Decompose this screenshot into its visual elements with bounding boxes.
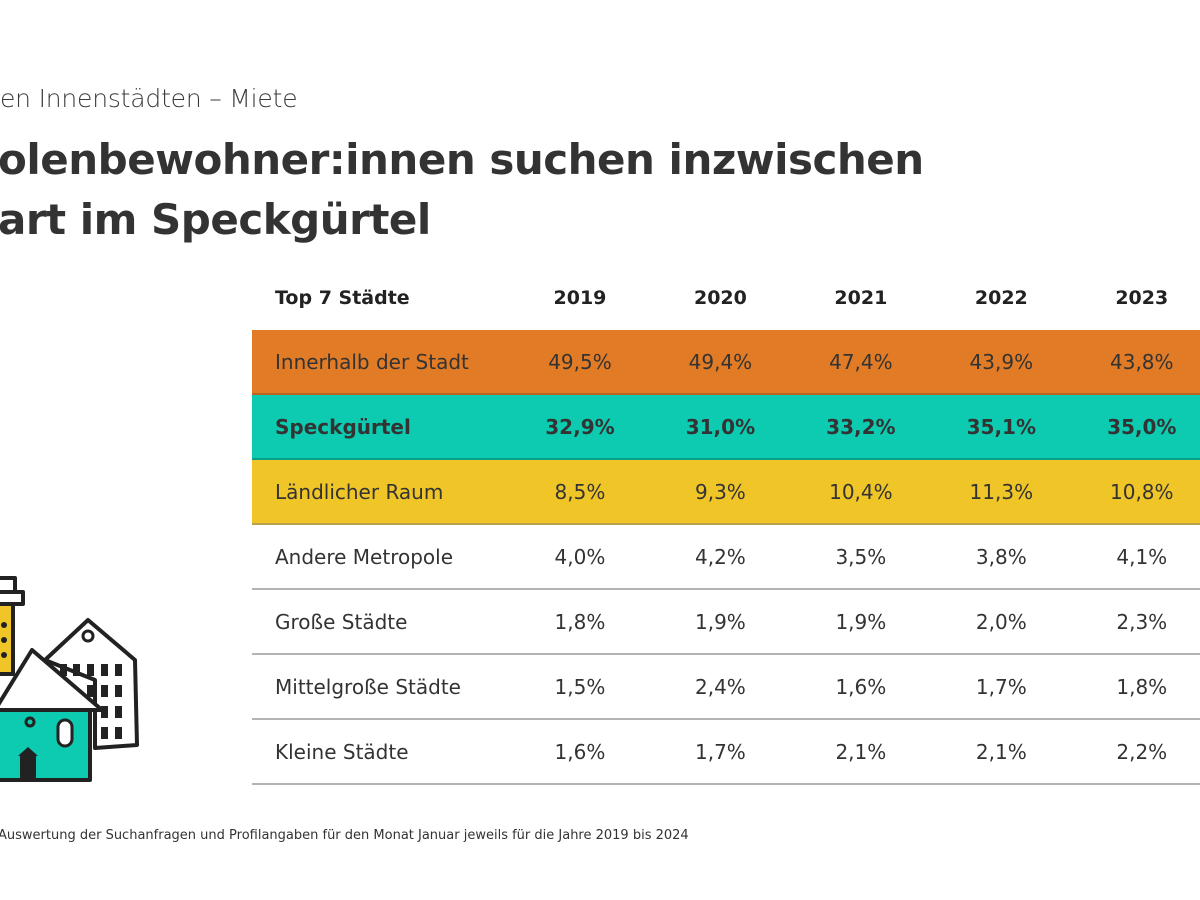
row-label: Große Städte [275, 609, 408, 634]
cell-value: 4,1% [1116, 544, 1168, 569]
row-label: Kleine Städte [275, 739, 409, 764]
cell-value: 1,7% [975, 674, 1027, 699]
cell-value: 43,9% [969, 349, 1034, 374]
cell-value: 1,6% [835, 674, 887, 699]
cell-value: 32,9% [545, 414, 615, 439]
row-label: Speckgürtel [275, 414, 411, 439]
subtitle: en Innenstädten – Miete [0, 84, 298, 113]
cell-value: 1,5% [554, 674, 606, 699]
cell-value: 2,1% [835, 739, 887, 764]
title-line-2: art im Speckgürtel [0, 195, 431, 244]
cell-value: 47,4% [829, 349, 893, 374]
data-table: Top 7 Städte 2019 2020 2021 2022 2023 In… [252, 266, 1200, 785]
cell-value: 9,3% [695, 479, 746, 504]
table-row: Kleine Städte 1,6% 1,7% 2,1% 2,1% 2,2% [252, 720, 1200, 785]
column-header: Top 7 Städte [275, 287, 410, 309]
cell-value: 1,7% [695, 739, 746, 764]
row-label: Andere Metropole [275, 544, 454, 569]
column-header: 2020 [693, 287, 747, 309]
column-header: 2021 [834, 287, 888, 309]
table-row: Ländlicher Raum 8,5% 9,3% 10,4% 11,3% 10,8% [252, 460, 1200, 525]
cell-value: 8,5% [554, 479, 606, 504]
column-header: 2022 [974, 287, 1028, 309]
city-buildings-illustration [0, 576, 139, 782]
cell-value: 3,8% [975, 544, 1027, 569]
cell-value: 1,9% [695, 609, 746, 634]
cell-value: 2,1% [975, 739, 1027, 764]
cell-value: 1,8% [1116, 674, 1168, 699]
cell-value: 35,1% [966, 414, 1037, 439]
row-label: Mittelgroße Städte [275, 674, 461, 699]
cell-value: 3,5% [835, 544, 887, 569]
column-header: 2019 [553, 287, 607, 309]
cell-value: 43,8% [1110, 349, 1174, 374]
footnote: Auswertung der Suchanfragen und Profilan… [0, 828, 689, 843]
table-row: Mittelgroße Städte 1,5% 2,4% 1,6% 1,7% 1,8% [252, 655, 1200, 720]
cell-value: 1,6% [554, 739, 606, 764]
column-header: 2023 [1115, 287, 1169, 309]
cell-value: 35,0% [1107, 414, 1177, 439]
cell-value: 2,2% [1116, 739, 1168, 764]
cell-value: 10,4% [829, 479, 893, 504]
row-label: Ländlicher Raum [275, 479, 444, 504]
cell-value: 1,8% [554, 609, 606, 634]
cell-value: 2,0% [975, 609, 1027, 634]
cell-value: 2,3% [1116, 609, 1168, 634]
cell-value: 33,2% [826, 414, 896, 439]
cell-value: 4,0% [554, 544, 606, 569]
row-label: Innerhalb der Stadt [275, 349, 469, 374]
cell-value: 10,8% [1110, 479, 1174, 504]
cell-value: 2,4% [695, 674, 746, 699]
table-row: Speckgürtel 32,9% 31,0% 33,2% 35,1% 35,0% [252, 395, 1200, 460]
cell-value: 4,2% [695, 544, 746, 569]
table-row: Andere Metropole 4,0% 4,2% 3,5% 3,8% 4,1% [252, 525, 1200, 590]
cell-value: 49,4% [688, 349, 753, 374]
cell-value: 1,9% [835, 609, 887, 634]
page-title: olenbewohner:innen suchen inzwischen art… [0, 130, 924, 250]
table-header-row: Top 7 Städte 2019 2020 2021 2022 2023 [252, 266, 1200, 330]
table-row: Große Städte 1,8% 1,9% 1,9% 2,0% 2,3% [252, 590, 1200, 655]
cell-value: 11,3% [969, 479, 1034, 504]
title-line-1: olenbewohner:innen suchen inzwischen [0, 135, 924, 184]
table-row: Innerhalb der Stadt 49,5% 49,4% 47,4% 43,9% 4… [252, 330, 1200, 395]
cell-value: 49,5% [548, 349, 612, 374]
cell-value: 31,0% [685, 414, 756, 439]
